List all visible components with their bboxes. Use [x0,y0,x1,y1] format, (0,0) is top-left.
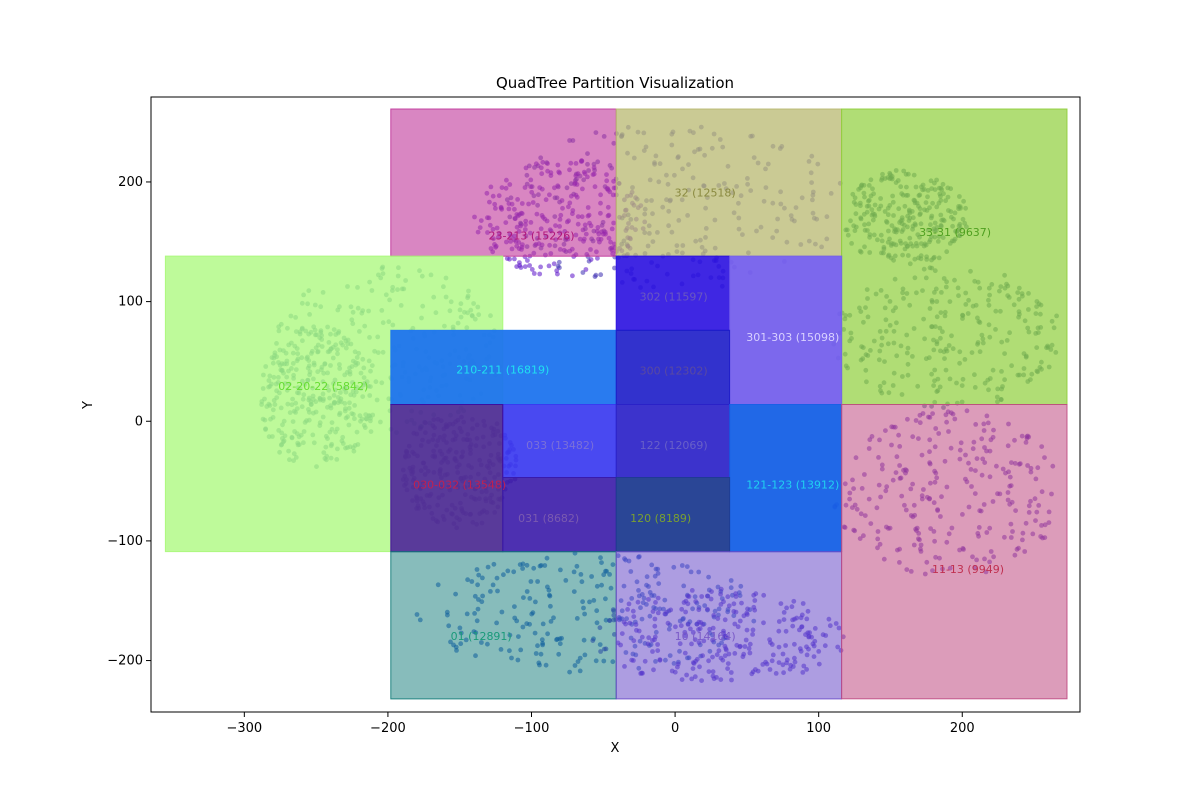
scatter-point [531,271,537,276]
region-label: 122 (12069) [640,439,708,452]
plot-frame [150,96,1081,713]
partition-region [729,255,843,405]
partition-region [615,477,731,553]
partition-region [390,108,617,257]
y-tick-label: −100 [107,534,143,549]
y-axis-label: Y [81,401,96,410]
y-axis-ticks: −200 −100 0 100 200 [107,175,151,669]
x-axis-ticks: −300 −200 −100 0 100 200 [226,712,975,736]
region-labels: 23-213 (15226) 32 (12518) 33-31 (9637) 02-2… [278,186,1004,643]
partition-region [615,551,843,700]
partition-region [615,108,843,257]
scatter-point [595,255,600,261]
region-label: 210-211 (16819) [456,363,549,376]
scatter-point [529,267,535,272]
scatter-point [555,263,561,269]
partition-region [841,404,1068,700]
region-label: 120 (8189) [630,512,691,525]
region-label: 32 (12518) [675,186,736,199]
partition-region [615,404,731,478]
region-label: 02-20-22 (5842) [278,380,368,393]
partition-region [615,329,731,405]
scatter-point [538,264,543,270]
region-label: 23-213 (15226) [488,229,574,242]
scatter-point [598,272,604,278]
partition-region [615,255,731,331]
partition-region [841,108,1068,405]
scatter-point [592,274,598,279]
y-tick-label: 0 [135,414,143,429]
region-label: 301-303 (15098) [746,331,839,344]
x-tick-label: 100 [806,721,831,736]
region-label: 10 (14164) [675,630,736,643]
region-label: 031 (8682) [518,512,579,525]
region-label: 300 (12302) [640,365,708,378]
scatter-point [580,270,586,275]
partition-region [390,329,617,405]
x-tick-label: 200 [950,721,975,736]
scatter-point [551,261,557,267]
scatter-point [570,273,575,279]
y-tick-label: 100 [118,295,143,310]
x-tick-label: −300 [226,721,262,736]
region-label: 11-13 (9949) [932,563,1004,576]
partition-regions [164,108,1068,700]
region-label: 033 (13482) [526,439,594,452]
chart-title: QuadTree Partition Visualization [496,74,734,92]
scatter-point [512,256,517,262]
x-tick-label: 0 [671,721,679,736]
scatter-point [588,257,594,262]
partition-region [502,404,617,478]
region-label: 01 (12891) [451,630,512,643]
scatter-point [583,267,589,272]
scatter-point [518,265,524,270]
scatter-point [527,263,532,268]
region-label: 030-032 (13548) [413,478,506,491]
x-tick-label: −100 [514,721,550,736]
scatter-point [556,259,562,265]
region-label: 33-31 (9637) [919,226,991,239]
region-label: 121-123 (13912) [746,478,839,491]
partition-region [390,404,504,553]
x-tick-label: −200 [370,721,406,736]
scatter-point [514,264,520,269]
scatter-point [546,263,552,269]
y-tick-label: −200 [107,654,143,669]
scatter-point [525,258,530,263]
x-axis-label: X [611,741,620,756]
scatter-point [507,256,512,262]
partition-region [390,551,617,700]
scatter-point [537,271,543,277]
scatter-point [612,265,617,271]
y-tick-label: 200 [118,175,143,190]
scatter-point [522,264,528,269]
scatter-point [517,260,522,265]
scatter-point [554,268,560,274]
partition-region [729,404,843,553]
region-label: 302 (11597) [640,290,708,303]
